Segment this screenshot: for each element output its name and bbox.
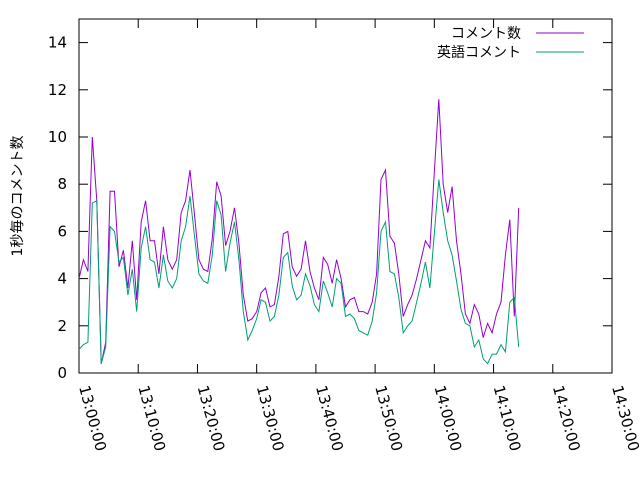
x-tick-label: 14:30:00 bbox=[608, 383, 640, 453]
series-line-2 bbox=[78, 179, 520, 365]
x-axis-ticks: 13:00:00 13:10:00 13:20:00 13:30:00 13:40:00… bbox=[75, 19, 640, 453]
x-tick-label: 13:20:00 bbox=[194, 383, 229, 453]
x-tick-label: 13:30:00 bbox=[253, 383, 288, 453]
y-tick-label: 8 bbox=[57, 175, 67, 193]
legend-label-2: 英語コメント bbox=[437, 44, 521, 61]
x-tick-label: 13:50:00 bbox=[371, 383, 406, 453]
x-tick-label: 13:00:00 bbox=[75, 383, 110, 453]
series-lines bbox=[78, 99, 520, 365]
y-tick-label: 14 bbox=[48, 34, 67, 52]
plot-border bbox=[78, 18, 613, 374]
y-tick-label: 4 bbox=[57, 270, 67, 288]
legend-label-1: コメント数 bbox=[451, 26, 521, 42]
y-tick-label: 12 bbox=[48, 81, 67, 99]
y-tick-label: 0 bbox=[57, 364, 67, 382]
x-tick-label: 14:10:00 bbox=[490, 383, 525, 453]
y-tick-label: 2 bbox=[57, 317, 67, 335]
x-tick-label: 13:10:00 bbox=[134, 383, 169, 453]
x-tick-label: 13:40:00 bbox=[312, 383, 347, 453]
y-tick-label: 10 bbox=[48, 128, 67, 146]
y-axis-ticks: 0 2 4 6 8 10 12 14 bbox=[48, 34, 612, 382]
x-tick-label: 14:20:00 bbox=[549, 383, 584, 453]
x-tick-label: 14:00:00 bbox=[430, 383, 465, 453]
plot-frame bbox=[78, 18, 613, 374]
series-line-1 bbox=[78, 99, 520, 364]
y-axis-title: 1秒毎のコメント数 bbox=[10, 136, 26, 257]
y-tick-label: 6 bbox=[57, 222, 67, 240]
